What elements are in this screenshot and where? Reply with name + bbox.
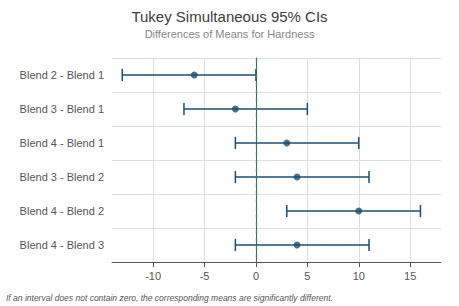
svg-text:If an interval does not contai: If an interval does not contain zero, th…: [6, 293, 333, 303]
svg-text:Blend 3 - Blend 1: Blend 3 - Blend 1: [20, 103, 104, 115]
svg-text:Tukey Simultaneous 95% CIs: Tukey Simultaneous 95% CIs: [131, 8, 327, 25]
svg-text:Blend 4 - Blend 2: Blend 4 - Blend 2: [20, 205, 104, 217]
svg-text:5: 5: [304, 270, 310, 282]
svg-text:-5: -5: [200, 270, 210, 282]
svg-text:Differences of Means for Hardn: Differences of Means for Hardness: [145, 28, 315, 40]
svg-text:-10: -10: [145, 270, 161, 282]
svg-text:Blend 3 - Blend 2: Blend 3 - Blend 2: [20, 171, 104, 183]
svg-text:10: 10: [353, 270, 365, 282]
svg-text:Blend 4 - Blend 3: Blend 4 - Blend 3: [20, 239, 104, 251]
svg-text:Blend 2 - Blend 1: Blend 2 - Blend 1: [20, 69, 104, 81]
svg-text:Blend 4 - Blend 1: Blend 4 - Blend 1: [20, 137, 104, 149]
svg-text:0: 0: [253, 270, 259, 282]
svg-text:15: 15: [404, 270, 416, 282]
